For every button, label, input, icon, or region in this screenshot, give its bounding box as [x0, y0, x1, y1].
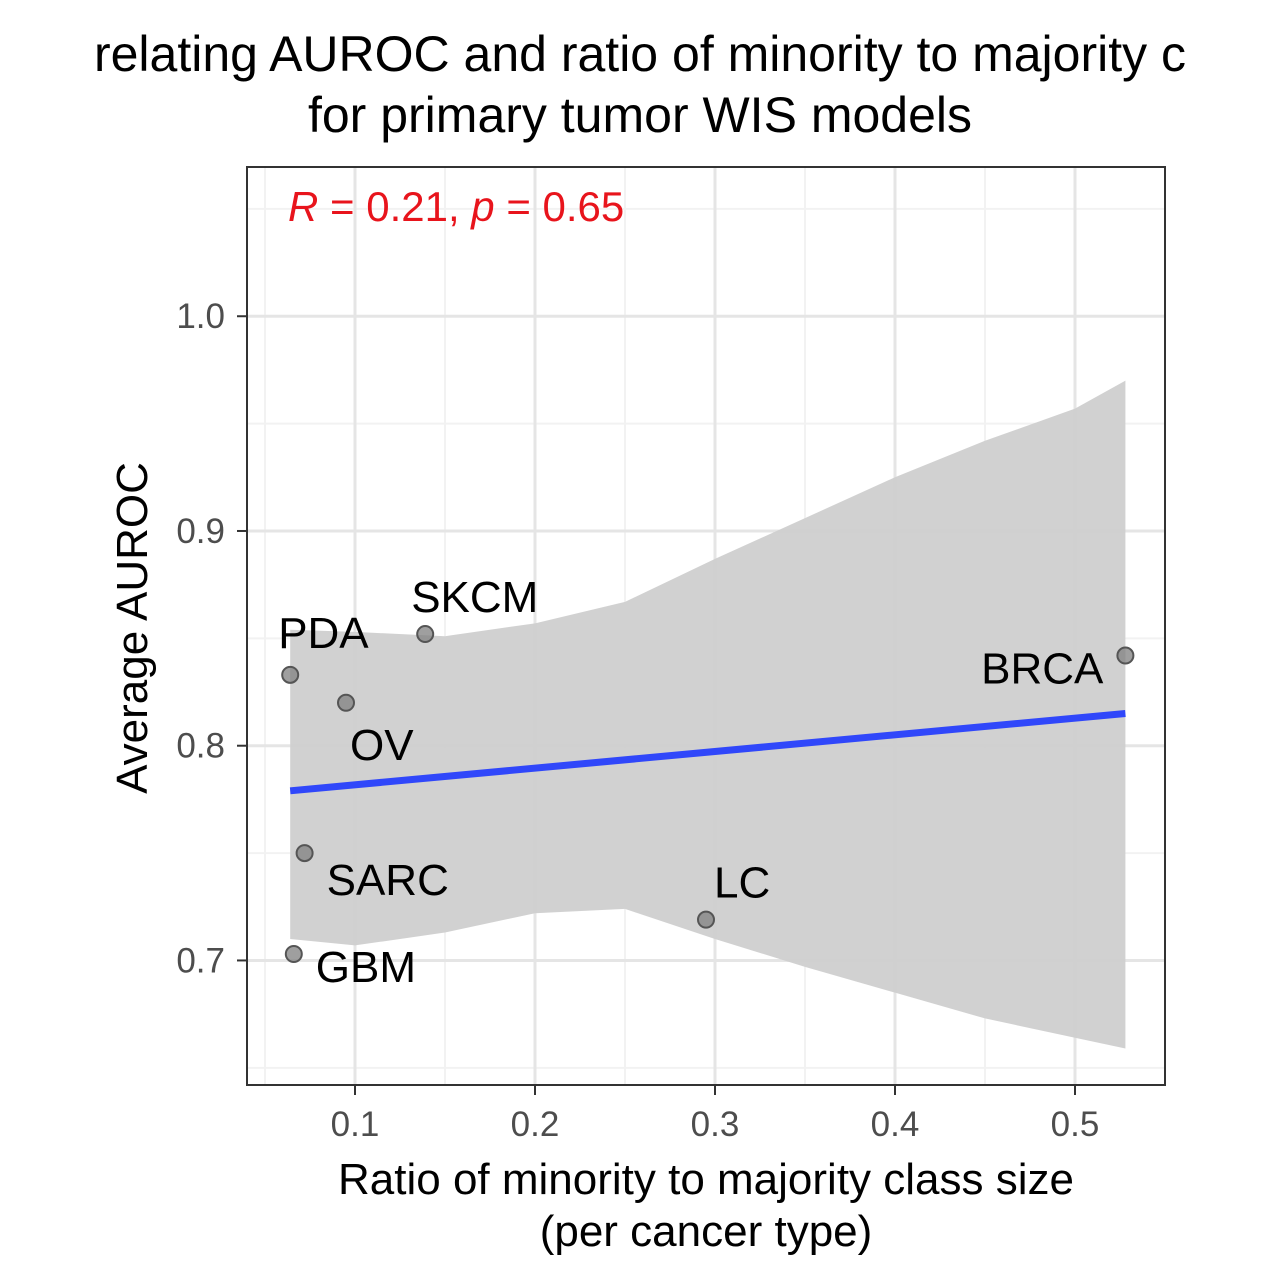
plot-border — [246, 166, 1166, 1086]
x-tick-label: 0.4 — [871, 1105, 920, 1144]
x-tick-label: 0.2 — [511, 1105, 560, 1144]
x-axis-label-line-1: Ratio of minority to majority class size — [338, 1155, 1074, 1204]
chart-title-line-1: relating AUROC and ratio of minority to … — [93, 26, 1187, 82]
x-axis-ticks: 0.1 0.2 0.3 0.4 0.5 — [331, 1085, 1100, 1144]
point-label-brca: BRCA — [981, 645, 1104, 694]
p-label: p — [469, 183, 494, 230]
data-point-gbm — [284, 945, 303, 964]
r-value: = 0.21, — [318, 183, 471, 230]
p-value: = 0.65 — [495, 183, 625, 230]
y-axis-label: Average AUROC — [108, 462, 157, 794]
y-tick-label: 0.8 — [176, 727, 225, 766]
confidence-band-area — [290, 380, 1126, 1049]
correlation-annotation: R = 0.21, p = 0.65 — [288, 183, 624, 230]
x-axis-label-line-2: (per cancer type) — [539, 1207, 873, 1256]
data-point-skcm — [416, 625, 435, 644]
y-tick-label: 0.7 — [176, 941, 225, 980]
data-point-brca — [1116, 646, 1135, 665]
chart-title-line-2: for primary tumor WIS models — [307, 87, 972, 143]
point-labels: PDA GBM SARC OV SKCM LC BRCA — [278, 573, 1104, 992]
point-label-lc: LC — [714, 859, 770, 908]
point-label-gbm: GBM — [316, 943, 416, 992]
point-label-sarc: SARC — [327, 856, 449, 905]
data-point-ov — [337, 693, 355, 712]
x-tick-label: 0.5 — [1051, 1105, 1100, 1144]
data-point-pda — [281, 665, 300, 684]
x-tick-label: 0.3 — [691, 1105, 740, 1144]
regression-line-group — [289, 710, 1126, 795]
r-label: R — [288, 183, 318, 230]
chart-title: relating AUROC and ratio of minority to … — [0, 0, 1280, 150]
data-points — [281, 625, 1135, 964]
data-point-lc — [697, 910, 715, 929]
data-point-sarc — [295, 844, 314, 863]
y-axis-ticks: 0.7 0.8 0.9 1.0 — [176, 297, 247, 980]
y-tick-label: 0.9 — [176, 512, 225, 551]
x-tick-label: 0.1 — [331, 1105, 380, 1144]
point-label-pda: PDA — [278, 609, 369, 658]
y-tick-label: 1.0 — [176, 297, 225, 336]
point-label-skcm: SKCM — [411, 573, 538, 622]
point-label-ov: OV — [350, 721, 414, 770]
confidence-band — [290, 380, 1126, 1049]
regression-line — [289, 710, 1126, 795]
